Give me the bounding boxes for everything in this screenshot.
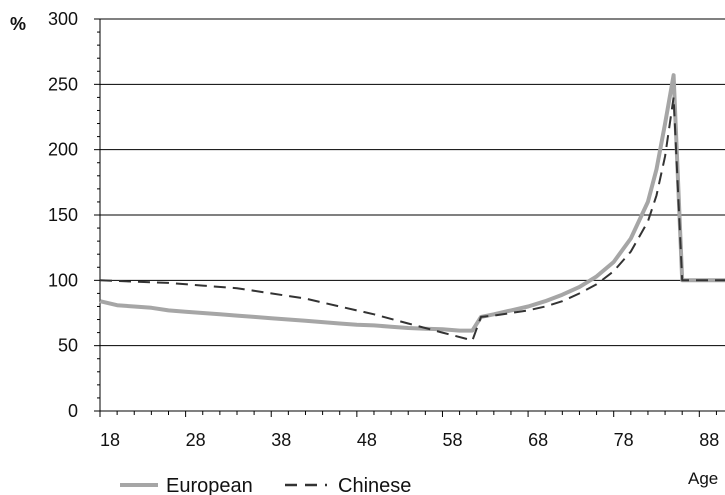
gridlines <box>100 18 725 347</box>
legend-item-chinese: Chinese <box>285 475 411 495</box>
y-tick-labels: 0 50 100 150 200 250 300 <box>48 9 78 421</box>
series-layer <box>99 73 725 342</box>
series-line-chinese <box>99 96 725 342</box>
y-tick-label: 50 <box>58 336 78 356</box>
x-tick-labels: 18 28 38 48 58 68 78 88 <box>100 430 719 450</box>
x-tick-label: 78 <box>614 430 634 450</box>
y-axis-unit-label: % <box>10 14 26 34</box>
x-axis <box>99 410 725 417</box>
series-line-european <box>99 73 725 333</box>
x-tick-label: 38 <box>271 430 291 450</box>
x-tick-label: 18 <box>100 430 120 450</box>
y-tick-label: 0 <box>68 401 78 421</box>
y-tick-label: 100 <box>48 270 78 290</box>
y-tick-label: 200 <box>48 140 78 160</box>
y-tick-label: 300 <box>48 9 78 29</box>
legend-label-chinese: Chinese <box>338 475 411 495</box>
legend-item-european: European <box>120 475 253 495</box>
x-tick-label: 28 <box>186 430 206 450</box>
x-tick-label: 48 <box>357 430 377 450</box>
legend: European Chinese <box>120 475 411 495</box>
x-tick-label: 88 <box>699 430 719 450</box>
y-tick-label: 150 <box>48 205 78 225</box>
x-tick-label: 58 <box>442 430 462 450</box>
x-axis-title: Age <box>688 469 718 488</box>
y-tick-label: 250 <box>48 74 78 94</box>
x-tick-label: 68 <box>528 430 548 450</box>
y-axis <box>94 18 101 412</box>
legend-label-european: European <box>166 475 253 495</box>
